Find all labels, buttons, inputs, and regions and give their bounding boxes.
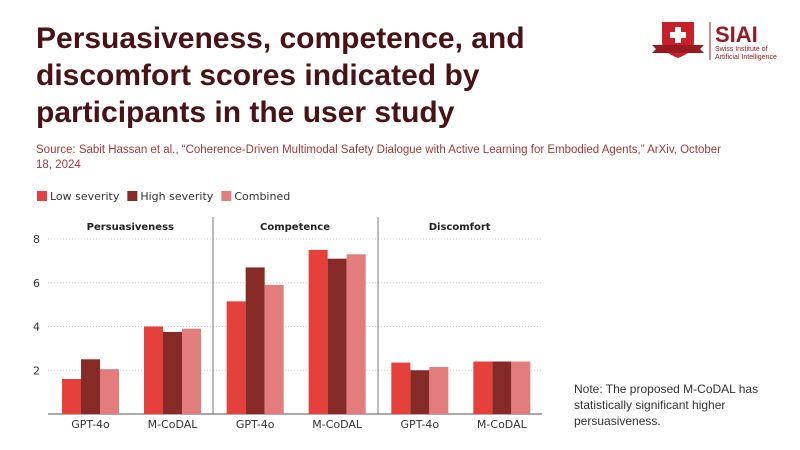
bar [226, 301, 246, 414]
bar [182, 328, 201, 414]
legend-swatch [221, 191, 232, 201]
legend-swatch [37, 191, 47, 201]
y-tick-label: 8 [33, 233, 40, 246]
x-tick-label: M-CoDAL [477, 418, 528, 431]
x-tick-label: GPT-4o [236, 418, 275, 431]
panel-title: Discomfort [429, 222, 491, 233]
x-tick-label: GPT-4o [71, 418, 110, 431]
bar [144, 326, 163, 414]
bar [346, 254, 366, 414]
legend-label: Low severity [50, 190, 120, 203]
legend-swatch [127, 191, 138, 201]
bar [391, 362, 411, 414]
bar [62, 379, 81, 414]
bar [308, 249, 328, 414]
y-tick-label: 4 [33, 321, 40, 334]
bar [327, 258, 347, 414]
bar [163, 331, 182, 414]
chart-note: Note: The proposed M-CoDAL has statistic… [574, 382, 759, 428]
legend-label: High severity [140, 190, 213, 203]
y-tick-label: 6 [33, 277, 40, 290]
panel-title: Persuasiveness [87, 222, 174, 233]
legend-label: Combined [234, 190, 290, 203]
siai-logo: SIAI Swiss Institute of Artificial Intel… [652, 22, 777, 61]
bar [511, 361, 531, 414]
bar [100, 369, 119, 414]
x-tick-label: M-CoDAL [312, 418, 363, 431]
bar [492, 361, 512, 414]
page-title: Persuasiveness, competence, and discomfo… [36, 22, 525, 129]
bar [245, 267, 265, 414]
svg-text:Artificial Intelligence: Artificial Intelligence [715, 54, 777, 61]
source-citation: Source: Sabit Hassan et al., “Coherence-… [36, 144, 722, 171]
svg-text:Swiss Institute of: Swiss Institute of [715, 46, 768, 53]
y-tick-label: 2 [33, 364, 40, 377]
bar [473, 361, 493, 414]
logo-name: SIAI [715, 22, 758, 47]
bar [264, 284, 284, 414]
x-tick-label: GPT-4o [401, 418, 440, 431]
bar [81, 359, 100, 414]
bar [429, 366, 449, 414]
bar [410, 370, 430, 414]
x-tick-label: M-CoDAL [148, 418, 199, 431]
panel-title: Competence [260, 222, 330, 233]
